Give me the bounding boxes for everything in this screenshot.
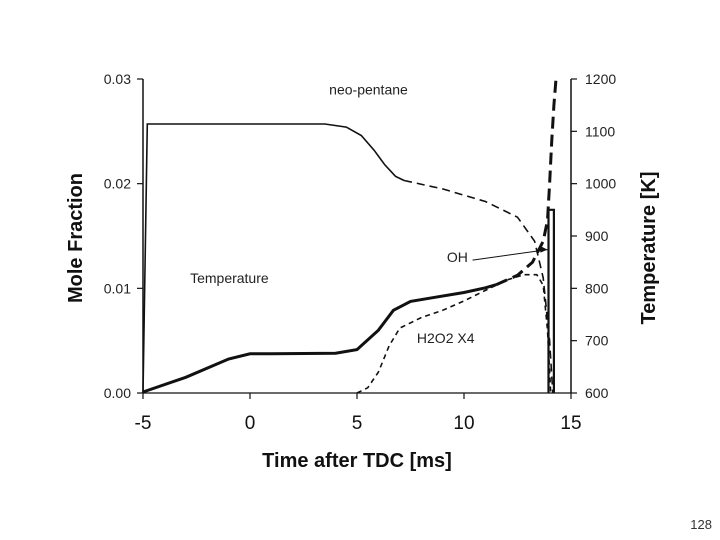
- left-tick-label: 0.02: [104, 176, 131, 192]
- right-axis-title: Temperature [K]: [638, 172, 660, 325]
- annotation-oh: OH: [447, 249, 468, 265]
- annotation-temperature: Temperature: [190, 270, 269, 286]
- x-tick-label: 15: [560, 413, 581, 434]
- right-tick-label: 1000: [585, 176, 616, 192]
- x-tick-label: -5: [135, 413, 152, 434]
- right-tick-label: 1200: [585, 71, 616, 87]
- oh-arrow-line: [472, 249, 548, 261]
- series-h2o2-x4: [356, 273, 552, 394]
- right-tick-label: 1100: [585, 123, 615, 139]
- series-temperature-dashed: [495, 78, 558, 287]
- x-tick-label: 10: [453, 413, 474, 434]
- chart-series: [142, 78, 558, 394]
- right-tick-label: 700: [585, 333, 609, 349]
- series-neo-pentane-solid: [142, 123, 405, 394]
- page-number: 128: [690, 517, 712, 532]
- series-oh: [547, 208, 555, 393]
- chart-axes: 0.00 0.01 0.02 0.03 600 700 800 900 1000 1100 1200…: [104, 71, 617, 434]
- chart-annotations: neo-pentane Temperature OH H2O2 X4: [190, 82, 548, 346]
- series-neo-pentane-dashed: [403, 179, 554, 394]
- x-tick-label: 0: [245, 413, 256, 434]
- x-tick-label: 5: [352, 413, 363, 434]
- oh-arrow-head: [539, 245, 548, 253]
- left-tick-label: 0.00: [104, 385, 131, 401]
- right-tick-label: 600: [585, 385, 609, 401]
- right-tick-label: 800: [585, 280, 609, 296]
- x-axis-title: Time after TDC [ms]: [262, 450, 452, 472]
- series-temperature-solid: [142, 283, 497, 394]
- annotation-neo-pentane: neo-pentane: [329, 82, 408, 98]
- left-tick-label: 0.03: [104, 71, 131, 87]
- right-tick-label: 900: [585, 228, 609, 244]
- left-tick-label: 0.01: [104, 280, 131, 296]
- annotation-h2o2-x4: H2O2 X4: [417, 330, 475, 346]
- left-axis-title: Mole Fraction: [65, 173, 87, 303]
